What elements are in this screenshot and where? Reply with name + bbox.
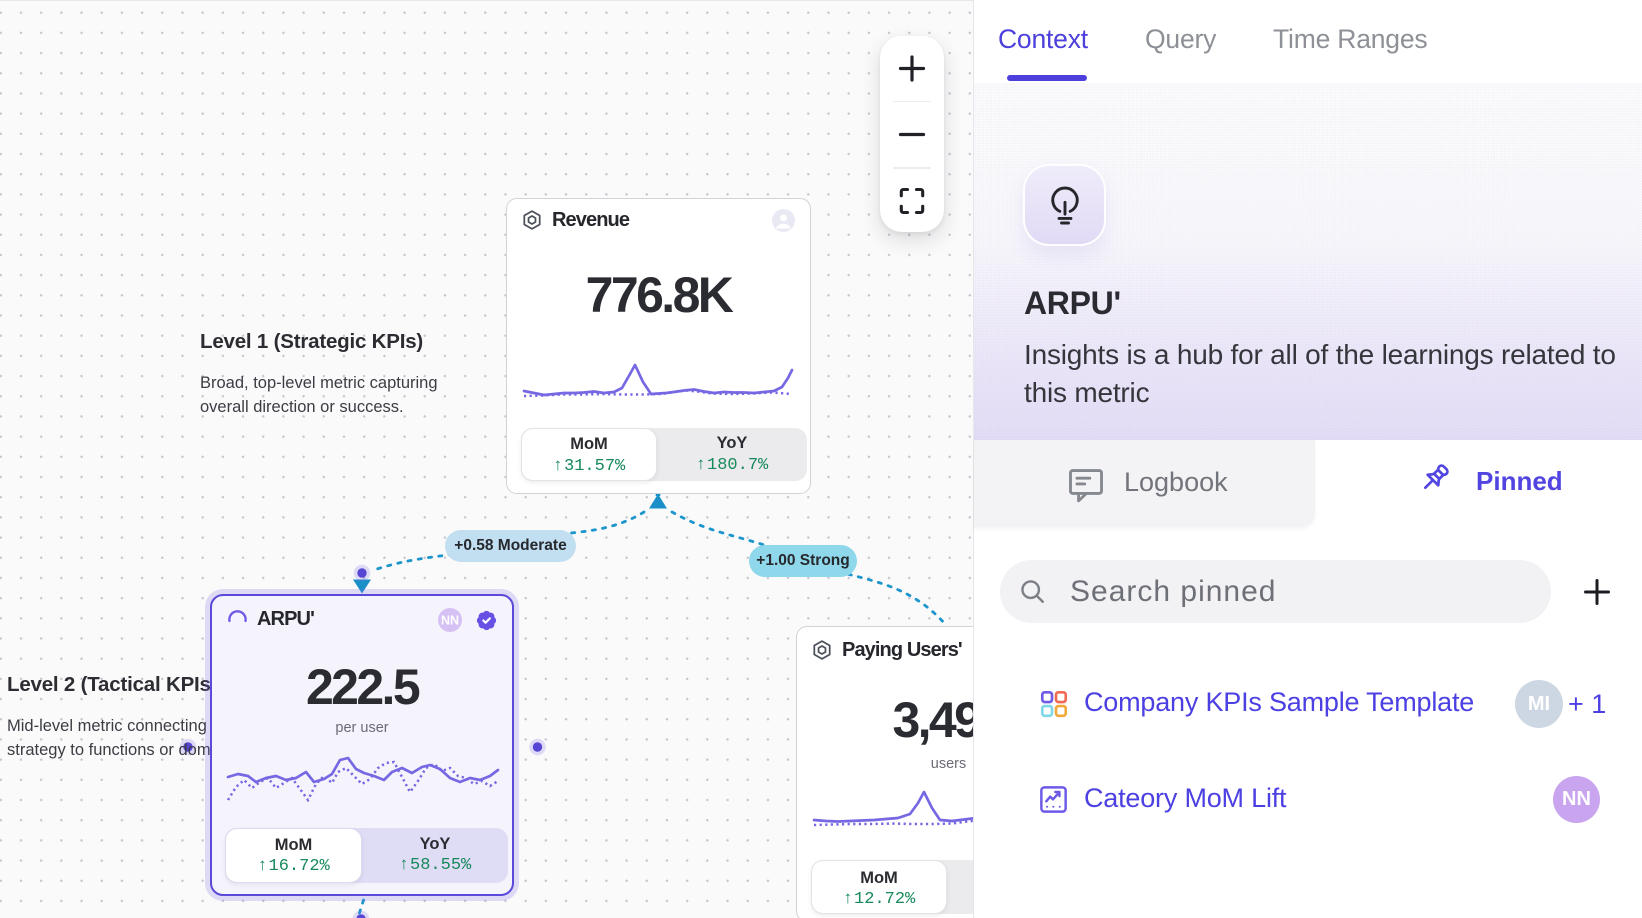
svg-text:NN: NN: [441, 614, 459, 628]
